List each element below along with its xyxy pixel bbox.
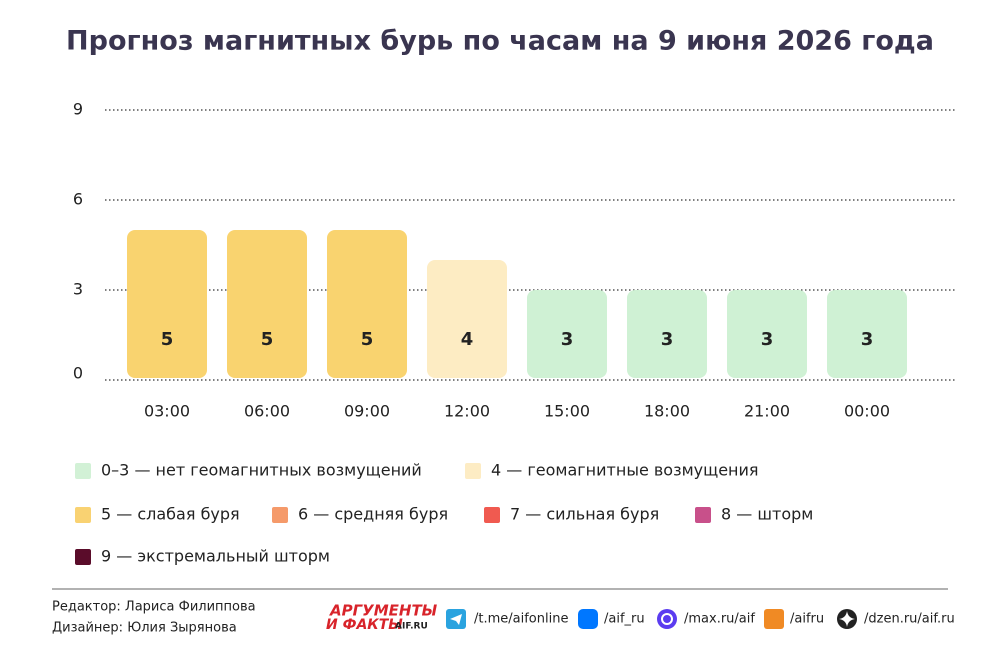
logo-text: И ФАКТЫ	[326, 617, 403, 633]
value-label: 5	[361, 329, 374, 350]
legend-label: 7 — сильная буря	[510, 505, 659, 524]
value-label: 3	[561, 329, 574, 350]
legend-label: 4 — геомагнитные возмущения	[491, 461, 759, 480]
max-icon	[657, 609, 677, 629]
x-tick-label: 03:00	[144, 402, 190, 421]
value-label: 5	[261, 329, 274, 350]
social-link[interactable]: /aif_ru	[604, 612, 645, 627]
bar	[527, 290, 607, 378]
social-icons	[446, 609, 857, 629]
legend-label: 0–3 — нет геомагнитных возмущений	[101, 461, 422, 480]
social-link[interactable]: /aifru	[790, 612, 824, 627]
x-tick-label: 18:00	[644, 402, 690, 421]
value-label: 3	[761, 329, 774, 350]
bar	[427, 260, 507, 378]
x-tick-label: 15:00	[544, 402, 590, 421]
bar	[127, 230, 207, 378]
y-tick-label: 6	[73, 190, 83, 209]
legend-label: 8 — шторм	[721, 505, 813, 524]
value-label: 5	[161, 329, 174, 350]
legend-swatch	[465, 463, 481, 479]
legend-swatch	[484, 507, 500, 523]
vk-icon	[578, 609, 598, 629]
bar	[227, 230, 307, 378]
social-link[interactable]: /t.me/aifonline	[474, 612, 568, 627]
bar	[627, 290, 707, 378]
legend-label: 6 — средняя буря	[298, 505, 448, 524]
x-tick-label: 12:00	[444, 402, 490, 421]
value-label: 3	[661, 329, 674, 350]
legend-swatch	[695, 507, 711, 523]
value-label: 4	[461, 329, 474, 350]
x-tick-label: 09:00	[344, 402, 390, 421]
y-tick-label: 3	[73, 280, 83, 299]
bar	[827, 290, 907, 378]
legend-label: 9 — экстремальный шторм	[101, 547, 330, 566]
editor: Редактор: Лариса Филиппова	[52, 600, 256, 615]
max-glyph	[661, 613, 673, 625]
logo-text: AIF.RU	[395, 622, 428, 632]
y-tick-label: 9	[73, 100, 83, 119]
legend-swatch	[272, 507, 288, 523]
x-tick-label: 00:00	[844, 402, 890, 421]
legend-label: 5 — слабая буря	[101, 505, 240, 524]
legend-swatch	[75, 463, 91, 479]
ok-icon	[764, 609, 784, 629]
x-tick-label: 06:00	[244, 402, 290, 421]
bar	[727, 290, 807, 378]
social-link[interactable]: /max.ru/aif	[684, 612, 755, 627]
value-label: 3	[861, 329, 874, 350]
y-tick-label: 0	[73, 364, 83, 383]
x-tick-label: 21:00	[744, 402, 790, 421]
bar	[327, 230, 407, 378]
dzen-glyph	[839, 611, 855, 627]
legend-swatch	[75, 507, 91, 523]
telegram-glyph	[450, 614, 462, 625]
designer: Дизайнер: Юлия Зырянова	[52, 621, 237, 636]
logo: АРГУМЕНТЫ И ФАКТЫ AIF.RU	[326, 602, 438, 634]
social-link[interactable]: /dzen.ru/aif.ru	[864, 612, 955, 627]
legend-swatch	[75, 549, 91, 565]
chart-title: Прогноз магнитных бурь по часам на 9 июн…	[66, 26, 934, 57]
logo-text: АРГУМЕНТЫ	[329, 602, 438, 620]
